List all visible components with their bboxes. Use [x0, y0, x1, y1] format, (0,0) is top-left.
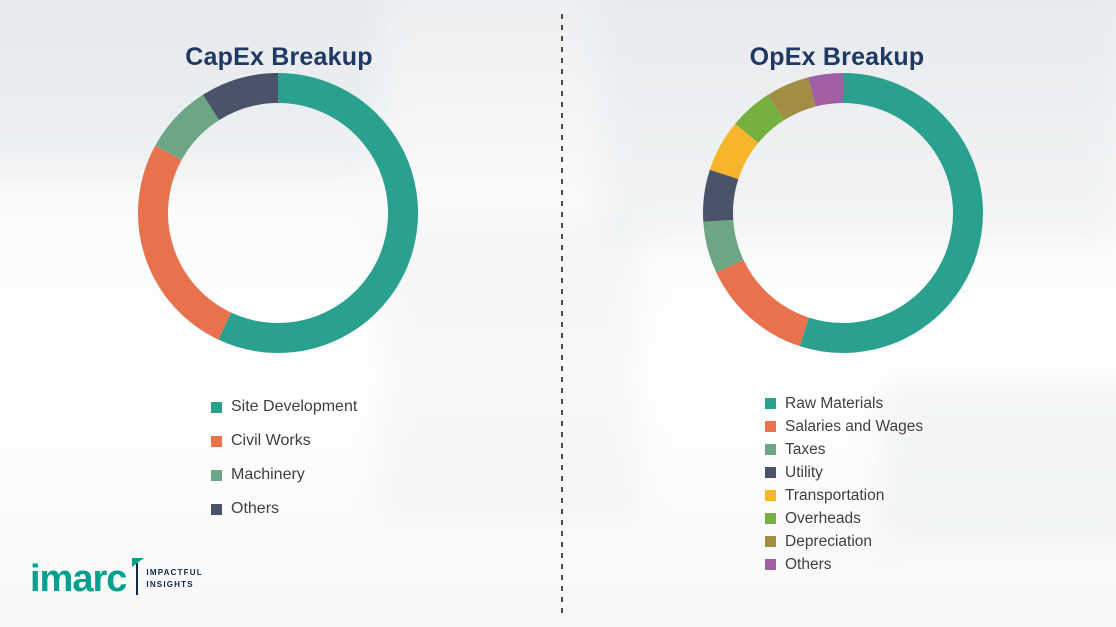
legend-item: Taxes — [765, 438, 923, 461]
donut-segment-taxes — [703, 219, 744, 273]
opex-chart-title: OpEx Breakup — [749, 42, 925, 71]
legend-swatch — [765, 444, 776, 455]
legend-item: Overheads — [765, 507, 923, 530]
legend-item: Raw Materials — [765, 392, 923, 415]
legend-item: Salaries and Wages — [765, 415, 923, 438]
legend-label: Others — [785, 555, 832, 573]
opex-donut-chart — [703, 73, 983, 353]
legend-label: Depreciation — [785, 532, 873, 550]
legend-item: Civil Works — [211, 424, 357, 458]
legend-label: Taxes — [785, 440, 826, 458]
donut-segment-others — [808, 73, 844, 107]
legend-swatch — [765, 559, 776, 570]
legend-swatch — [211, 469, 222, 481]
donut-segment-machinery — [155, 94, 220, 161]
legend-swatch — [765, 467, 776, 478]
legend-swatch — [211, 503, 222, 515]
legend-label: Others — [231, 500, 280, 517]
legend-label: Civil Works — [231, 432, 311, 449]
imarc-logo: imarc IMPACTFUL INSIGHTS — [30, 560, 203, 598]
logo-tagline-line2: INSIGHTS — [146, 580, 194, 589]
legend-label: Site Development — [231, 398, 358, 415]
donut-segment-civil-works — [138, 145, 232, 340]
legend-item: Utility — [765, 461, 923, 484]
legend-label: Machinery — [231, 466, 305, 483]
legend-label: Salaries and Wages — [785, 417, 924, 435]
legend-item: Others — [765, 553, 923, 576]
legend-swatch — [765, 398, 776, 409]
legend-swatch — [765, 536, 776, 547]
donut-segment-raw-materials — [799, 73, 983, 353]
legend-item: Depreciation — [765, 530, 923, 553]
donut-segment-site-development — [218, 73, 418, 353]
opex-legend: Raw Materials Salaries and Wages Taxes Util… — [765, 392, 923, 576]
legend-swatch — [211, 435, 222, 447]
donut-segment-others — [202, 73, 279, 121]
capex-legend: Site Development Civil Works Machinery Othe… — [211, 390, 357, 526]
logo-divider — [136, 563, 139, 595]
legend-item: Others — [211, 492, 357, 526]
donut-segment-depreciation — [767, 77, 817, 121]
logo-tagline: IMPACTFUL INSIGHTS — [146, 567, 202, 590]
legend-label: Utility — [785, 463, 823, 481]
capex-chart-title: CapEx Breakup — [185, 42, 373, 71]
imarc-flag-icon — [132, 558, 144, 567]
imarc-wordmark: imarc — [30, 558, 127, 600]
legend-label: Transportation — [785, 486, 885, 504]
legend-label: Overheads — [785, 509, 861, 527]
capex-donut-chart — [138, 73, 418, 353]
legend-item: Machinery — [211, 458, 357, 492]
legend-swatch — [211, 401, 222, 413]
donut-segment-transportation — [709, 123, 759, 180]
donut-segment-utility — [703, 169, 739, 222]
dashed-divider-line — [561, 14, 563, 614]
legend-swatch — [765, 513, 776, 524]
donut-segment-salaries-and-wages — [716, 259, 810, 347]
legend-item: Site Development — [211, 390, 357, 424]
legend-swatch — [765, 490, 776, 501]
donut-segment-overheads — [735, 94, 785, 144]
legend-label: Raw Materials — [785, 394, 884, 412]
logo-tagline-line1: IMPACTFUL — [146, 568, 203, 578]
legend-swatch — [765, 421, 776, 432]
legend-item: Transportation — [765, 484, 923, 507]
